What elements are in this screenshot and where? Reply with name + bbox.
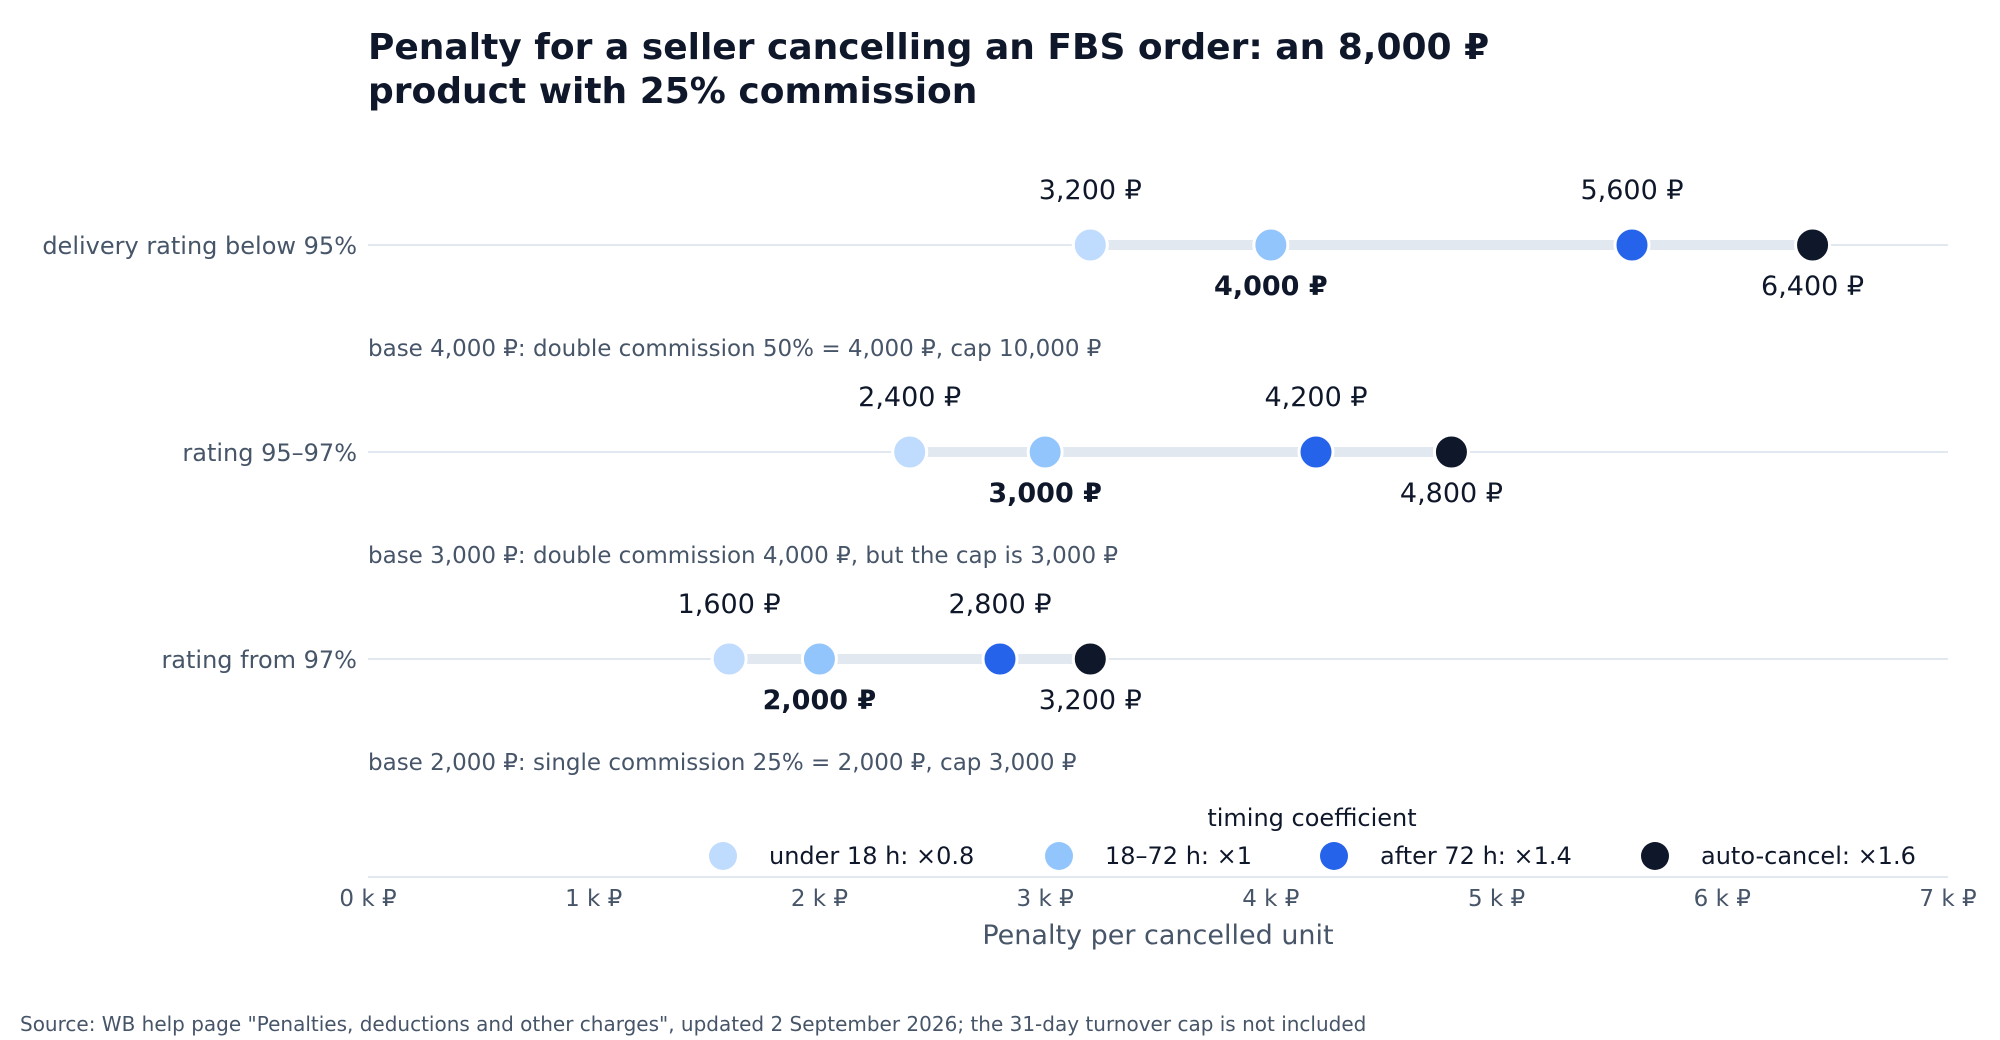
legend-marker-3 (1320, 842, 1348, 870)
x-axis-ticks: 0 k ₽ 1 k ₽ 2 k ₽ 3 k ₽ 4 k ₽ 5 k ₽ 6 k ₽ 7 k ₽ (339, 886, 1976, 912)
point-4 (1071, 640, 1109, 678)
point-3 (1297, 433, 1335, 471)
data-label-2: 4,000 ₽ (1214, 271, 1328, 302)
row-note: base 4,000 ₽: double commission 50% = 4,… (368, 336, 1101, 362)
data-label-1: 2,400 ₽ (858, 382, 961, 413)
x-tick-label: 0 k ₽ (339, 886, 396, 912)
row-note: base 2,000 ₽: single commission 25% = 2,… (368, 750, 1077, 776)
x-tick-label: 6 k ₽ (1694, 886, 1751, 912)
data-label-1: 1,600 ₽ (678, 589, 781, 620)
legend-marker-2 (1045, 842, 1073, 870)
x-tick-label: 2 k ₽ (791, 886, 848, 912)
row-2: rating 95–97% 2,400 ₽ 3,000 ₽ 4,200 ₽ 4,800 … (182, 382, 1948, 569)
legend-label-2: 18–72 h: ×1 (1105, 842, 1252, 870)
plot-rows: delivery rating below 95% 3,200 ₽ 4,000 ₽ 5… (42, 175, 1948, 776)
row-1: delivery rating below 95% 3,200 ₽ 4,000 ₽ 5… (42, 175, 1948, 362)
legend-title: timing coefficient (1207, 804, 1416, 832)
legend-marker-4 (1641, 842, 1669, 870)
point-1 (891, 433, 929, 471)
data-label-2: 3,000 ₽ (988, 478, 1102, 509)
data-label-3: 5,600 ₽ (1580, 175, 1683, 206)
x-tick-label: 3 k ₽ (1017, 886, 1074, 912)
data-label-3: 2,800 ₽ (948, 589, 1051, 620)
legend: timing coefficient under 18 h: ×0.8 18–72… (709, 804, 1916, 870)
data-label-4: 4,800 ₽ (1400, 478, 1503, 509)
x-axis-label: Penalty per cancelled unit (982, 920, 1333, 951)
point-2 (1026, 433, 1064, 471)
legend-label-4: auto-cancel: ×1.6 (1701, 842, 1916, 870)
legend-label-1: under 18 h: ×0.8 (769, 842, 974, 870)
data-label-1: 3,200 ₽ (1039, 175, 1142, 206)
row-3: rating from 97% 1,600 ₽ 2,000 ₽ 2,800 ₽ 3,20… (161, 589, 1948, 776)
data-label-4: 6,400 ₽ (1761, 271, 1864, 302)
legend-marker-1 (709, 842, 737, 870)
category-label: rating 95–97% (182, 439, 357, 467)
x-tick-label: 1 k ₽ (565, 886, 622, 912)
row-note: base 3,000 ₽: double commission 4,000 ₽,… (368, 543, 1118, 569)
source-note: Source: WB help page "Penalties, deducti… (20, 1012, 1366, 1036)
category-label: rating from 97% (161, 646, 357, 674)
x-tick-label: 5 k ₽ (1468, 886, 1525, 912)
x-tick-label: 4 k ₽ (1242, 886, 1299, 912)
data-label-2: 2,000 ₽ (763, 685, 877, 716)
data-label-4: 3,200 ₽ (1039, 685, 1142, 716)
point-1 (710, 640, 748, 678)
point-4 (1432, 433, 1470, 471)
point-2 (1252, 226, 1290, 264)
legend-label-3: after 72 h: ×1.4 (1380, 842, 1572, 870)
point-3 (981, 640, 1019, 678)
chart-title-line-2: product with 25% commission (368, 71, 977, 112)
point-4 (1794, 226, 1832, 264)
point-3 (1613, 226, 1651, 264)
category-label: delivery rating below 95% (42, 232, 357, 260)
data-label-3: 4,200 ₽ (1264, 382, 1367, 413)
point-2 (800, 640, 838, 678)
x-tick-label: 7 k ₽ (1919, 886, 1976, 912)
point-1 (1071, 226, 1109, 264)
chart-title: Penalty for a seller cancelling an FBS o… (368, 27, 1489, 68)
